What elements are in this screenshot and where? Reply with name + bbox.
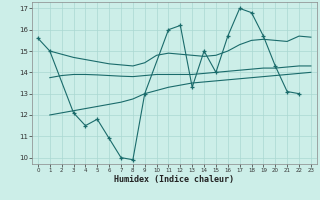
X-axis label: Humidex (Indice chaleur): Humidex (Indice chaleur)	[115, 175, 234, 184]
